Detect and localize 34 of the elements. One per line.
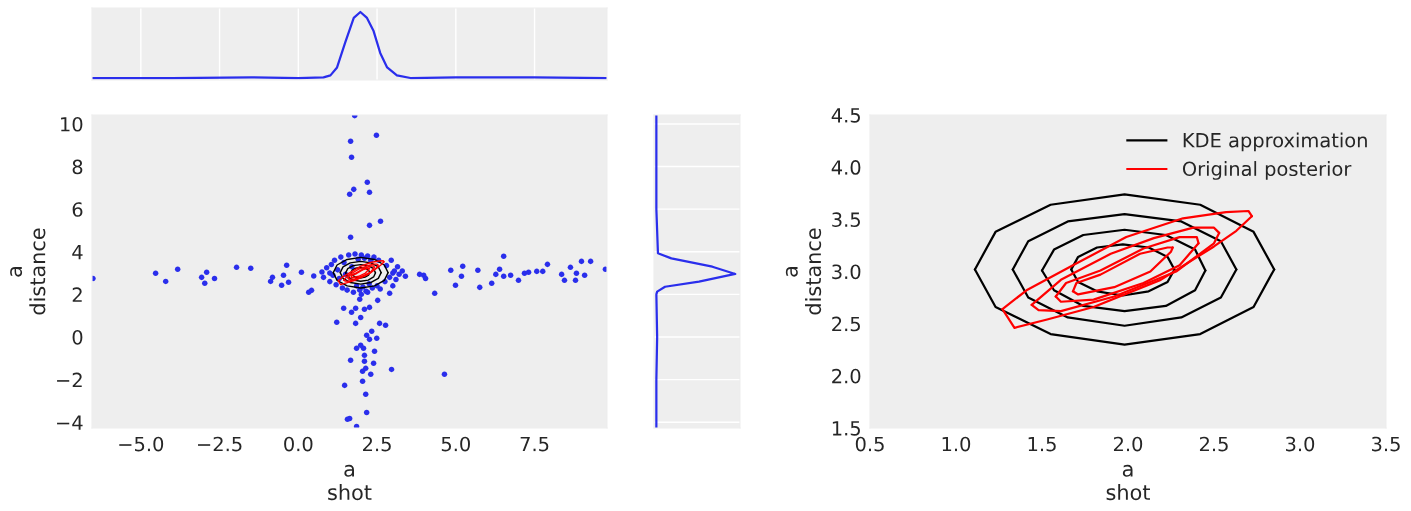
y-tick-label: 6	[72, 202, 83, 217]
y-tick-label: 1.5	[832, 421, 860, 436]
y-tick-label: 4.5	[831, 108, 860, 123]
x-tick-label: 0.5	[855, 436, 884, 452]
y-tick-label: 0	[72, 329, 83, 345]
x-axis-title: a shot	[1106, 464, 1150, 501]
y-tick-label: −2	[57, 372, 82, 388]
y-tick-label: 2	[72, 287, 82, 302]
x-tick-label: 0.0	[284, 436, 313, 452]
y-tick-label: 3.0	[832, 264, 861, 280]
x-tick-label: 3.5	[1372, 436, 1400, 452]
y-tick-label: 2.5	[832, 316, 860, 332]
legend-label: Original posterior	[1182, 161, 1352, 180]
y-tick-label: 4	[72, 245, 83, 260]
x-tick-label: 2.5	[363, 436, 391, 452]
x-tick-label: 2.0	[1113, 436, 1143, 452]
x-tick-label: 2.5	[1199, 436, 1228, 452]
y-tick-label: 8	[72, 159, 83, 175]
legend-label: KDE approximation	[1183, 132, 1367, 152]
x-tick-label: 1.0	[942, 436, 971, 452]
x-tick-label: 5.0	[441, 436, 470, 452]
y-tick-label: 10	[61, 116, 83, 132]
x-tick-label: 3.0	[1286, 436, 1315, 452]
x-tick-label: 7.5	[520, 436, 549, 452]
y-tick-label: 2.0	[832, 368, 861, 384]
y-tick-label: 3.5	[832, 212, 860, 227]
x-tick-label: 1.5	[1028, 436, 1056, 452]
y-tick-label: −4	[57, 415, 83, 430]
x-axis-title: a shot	[328, 464, 372, 501]
y-axis-title: a distance	[10, 228, 46, 315]
x-tick-label: −2.5	[198, 436, 242, 452]
y-axis-title: a distance	[785, 228, 822, 315]
y-tick-label: 4.0	[831, 160, 861, 175]
x-tick-label: −5.0	[119, 436, 164, 452]
